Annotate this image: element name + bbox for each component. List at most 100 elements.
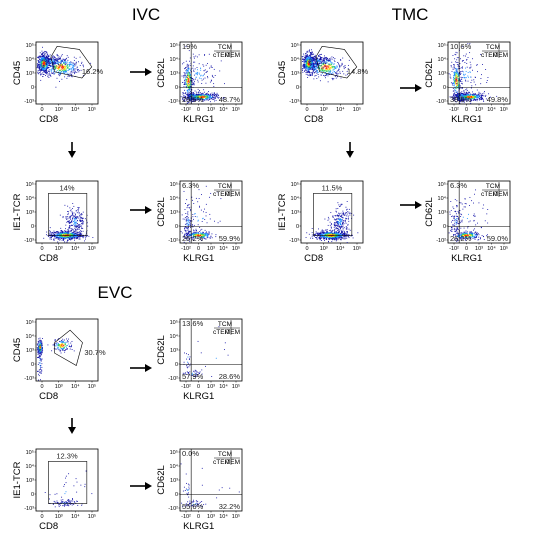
dot — [196, 73, 198, 75]
dot — [181, 63, 183, 65]
dot — [478, 94, 480, 95]
dot — [63, 69, 65, 71]
dot — [43, 64, 45, 66]
dot — [338, 62, 339, 64]
dot — [309, 64, 311, 66]
dot — [76, 225, 77, 227]
dot — [314, 66, 316, 68]
dot — [210, 95, 212, 97]
dot — [317, 59, 318, 61]
dot — [183, 77, 185, 79]
dot — [65, 224, 67, 226]
dot — [185, 79, 187, 80]
dot — [50, 62, 52, 63]
dot — [54, 72, 56, 74]
dot — [43, 69, 44, 71]
dot — [323, 67, 325, 69]
dot — [340, 65, 342, 67]
dot — [205, 64, 207, 66]
dot — [61, 65, 63, 66]
dot — [345, 66, 346, 68]
dot — [323, 74, 324, 76]
dot — [60, 63, 62, 65]
dot — [187, 84, 189, 86]
dot — [67, 213, 69, 215]
dot — [309, 58, 311, 60]
dot — [60, 60, 62, 62]
dot — [209, 218, 211, 220]
dot — [72, 69, 74, 71]
y-tick-label: 10⁴ — [26, 56, 35, 63]
dot — [45, 59, 47, 61]
dot — [76, 66, 78, 68]
dot — [42, 65, 44, 67]
dot — [46, 62, 48, 63]
dot — [63, 68, 65, 70]
dot — [208, 99, 210, 101]
dot — [51, 66, 53, 68]
dot — [454, 92, 455, 94]
y-axis-label: IE1-TCR — [12, 193, 23, 230]
dot — [42, 58, 44, 59]
dot — [453, 64, 455, 66]
dot — [40, 68, 42, 69]
dot — [483, 99, 484, 101]
dot — [53, 240, 55, 242]
dot — [55, 58, 57, 60]
dot — [59, 56, 61, 58]
dot — [317, 74, 319, 75]
dot — [48, 56, 49, 57]
dot — [187, 220, 189, 221]
dot — [204, 208, 205, 210]
dot — [197, 74, 198, 76]
x-tick-label: 10⁴ — [219, 106, 228, 113]
dot — [310, 75, 312, 76]
dot — [331, 63, 333, 64]
dot — [188, 203, 190, 205]
dot — [321, 72, 323, 74]
dot — [187, 212, 189, 214]
dot — [74, 218, 76, 220]
dot — [213, 68, 215, 70]
dot — [46, 70, 48, 72]
dot — [474, 96, 476, 98]
dot — [50, 59, 52, 61]
dot — [42, 67, 44, 69]
dot — [209, 213, 211, 215]
dot — [184, 79, 185, 81]
dot — [339, 72, 341, 74]
dot — [49, 64, 51, 66]
dot — [301, 56, 303, 58]
dot — [198, 205, 200, 207]
dot — [188, 72, 189, 74]
dot — [73, 221, 74, 223]
quadrant-percent-tl: 6.3% — [182, 181, 199, 190]
dot — [75, 62, 77, 64]
dot — [461, 88, 463, 89]
dot — [320, 65, 322, 67]
dot — [66, 241, 68, 243]
dot — [76, 238, 78, 239]
dot — [78, 229, 80, 230]
x-tick-label: 10⁴ — [219, 245, 228, 252]
dot — [43, 55, 45, 57]
dot — [323, 63, 325, 65]
dot — [189, 222, 191, 224]
dot — [332, 78, 334, 80]
dot — [310, 52, 312, 54]
dot — [47, 63, 48, 65]
dot — [307, 51, 309, 53]
dot — [37, 56, 38, 58]
dot — [58, 58, 60, 59]
dot — [70, 75, 72, 77]
dot — [196, 56, 198, 58]
x-tick-label: 10³ — [55, 107, 63, 113]
dot — [56, 60, 58, 62]
dot — [183, 72, 185, 74]
dot — [316, 78, 318, 79]
dot — [306, 50, 308, 52]
dot — [315, 66, 317, 68]
dot — [199, 73, 201, 75]
dot — [39, 68, 41, 70]
dot — [194, 213, 196, 215]
